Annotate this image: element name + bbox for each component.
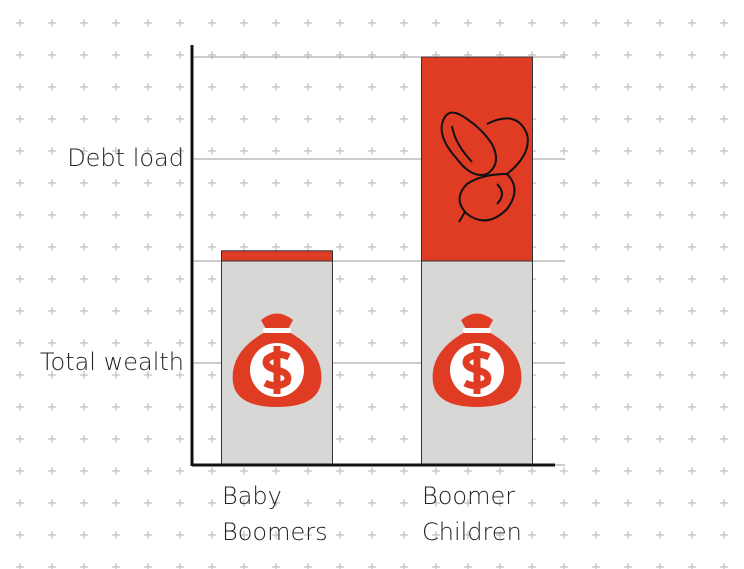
bar-segment [222,251,333,261]
page: BabyBoomersBoomerChildrenTotal wealthDeb… [0,0,744,569]
background [0,0,744,569]
bag-tie [463,328,491,333]
legend-label: Debt load [67,144,184,172]
bar-segment [422,57,533,261]
chart: BabyBoomersBoomerChildrenTotal wealthDeb… [0,0,744,569]
legend-label: Total wealth [40,348,184,376]
bag-tie [263,328,291,333]
